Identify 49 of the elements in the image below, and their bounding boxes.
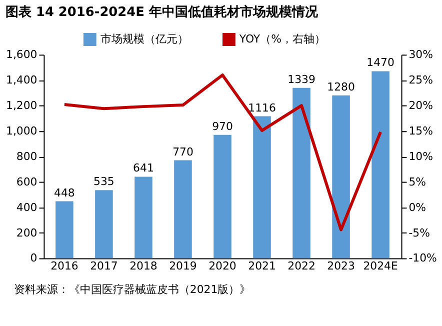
y2-tick-label: -10% [408,252,437,265]
data-label: 1339 [288,72,316,86]
y-tick-label: 200 [16,226,38,240]
data-label: 1470 [366,56,394,70]
data-label: 448 [54,186,75,200]
y2-tick-label: 30% [408,48,433,62]
legend-label: 市场规模（亿元） [100,32,188,46]
bar [134,176,152,258]
x-tick-label: 2022 [288,260,316,273]
x-tick-label: 2023 [327,260,355,273]
y-tick-label: 1,400 [6,74,38,87]
data-label: 1280 [327,80,355,94]
x-tick-label: 2017 [90,260,118,273]
y2-tick-label: 0% [408,200,426,214]
y-tick-label: 1,200 [6,99,38,112]
chart-title: 图表 14 2016-2024E 年中国低值耗材市场规模情况 [5,4,319,20]
x-tick-label: 2021 [248,260,276,273]
y2-tick-label: 15% [408,124,433,138]
bar [253,116,271,258]
x-tick-label: 2019 [169,260,197,273]
y2-tick-label: 20% [408,99,433,112]
x-tick-label: 2024E [363,260,398,273]
x-tick-label: 2018 [130,260,158,273]
y-tick-label: 800 [16,150,38,163]
y-tick-label: 0 [30,252,38,265]
y-tick-label: 400 [16,200,38,214]
bar [332,95,350,258]
data-label: 641 [133,162,154,175]
data-label: 770 [172,145,194,158]
data-label: 970 [212,120,233,133]
bar [56,201,74,258]
y2-tick-label: -5% [408,226,430,240]
bar [214,134,232,258]
y2-tick-label: 5% [408,175,426,188]
y2-tick-label: 10% [408,150,433,163]
x-tick-label: 2016 [50,260,78,273]
y-tick-label: 600 [16,175,38,188]
y2-tick-label: 25% [408,74,433,87]
legend-label: YOY（%，右轴） [238,32,326,46]
y-tick-label: 1,000 [6,124,38,138]
y-tick-label: 1,600 [6,48,38,62]
bar [292,88,310,258]
bar [372,71,390,258]
bar [95,190,113,258]
data-label: 1116 [248,101,276,114]
x-tick-label: 2020 [208,260,236,273]
text: 资料来源：《中国医疗器械蓝皮书（2021版）》 [14,283,251,296]
bar [174,160,192,258]
data-label: 535 [94,175,114,188]
